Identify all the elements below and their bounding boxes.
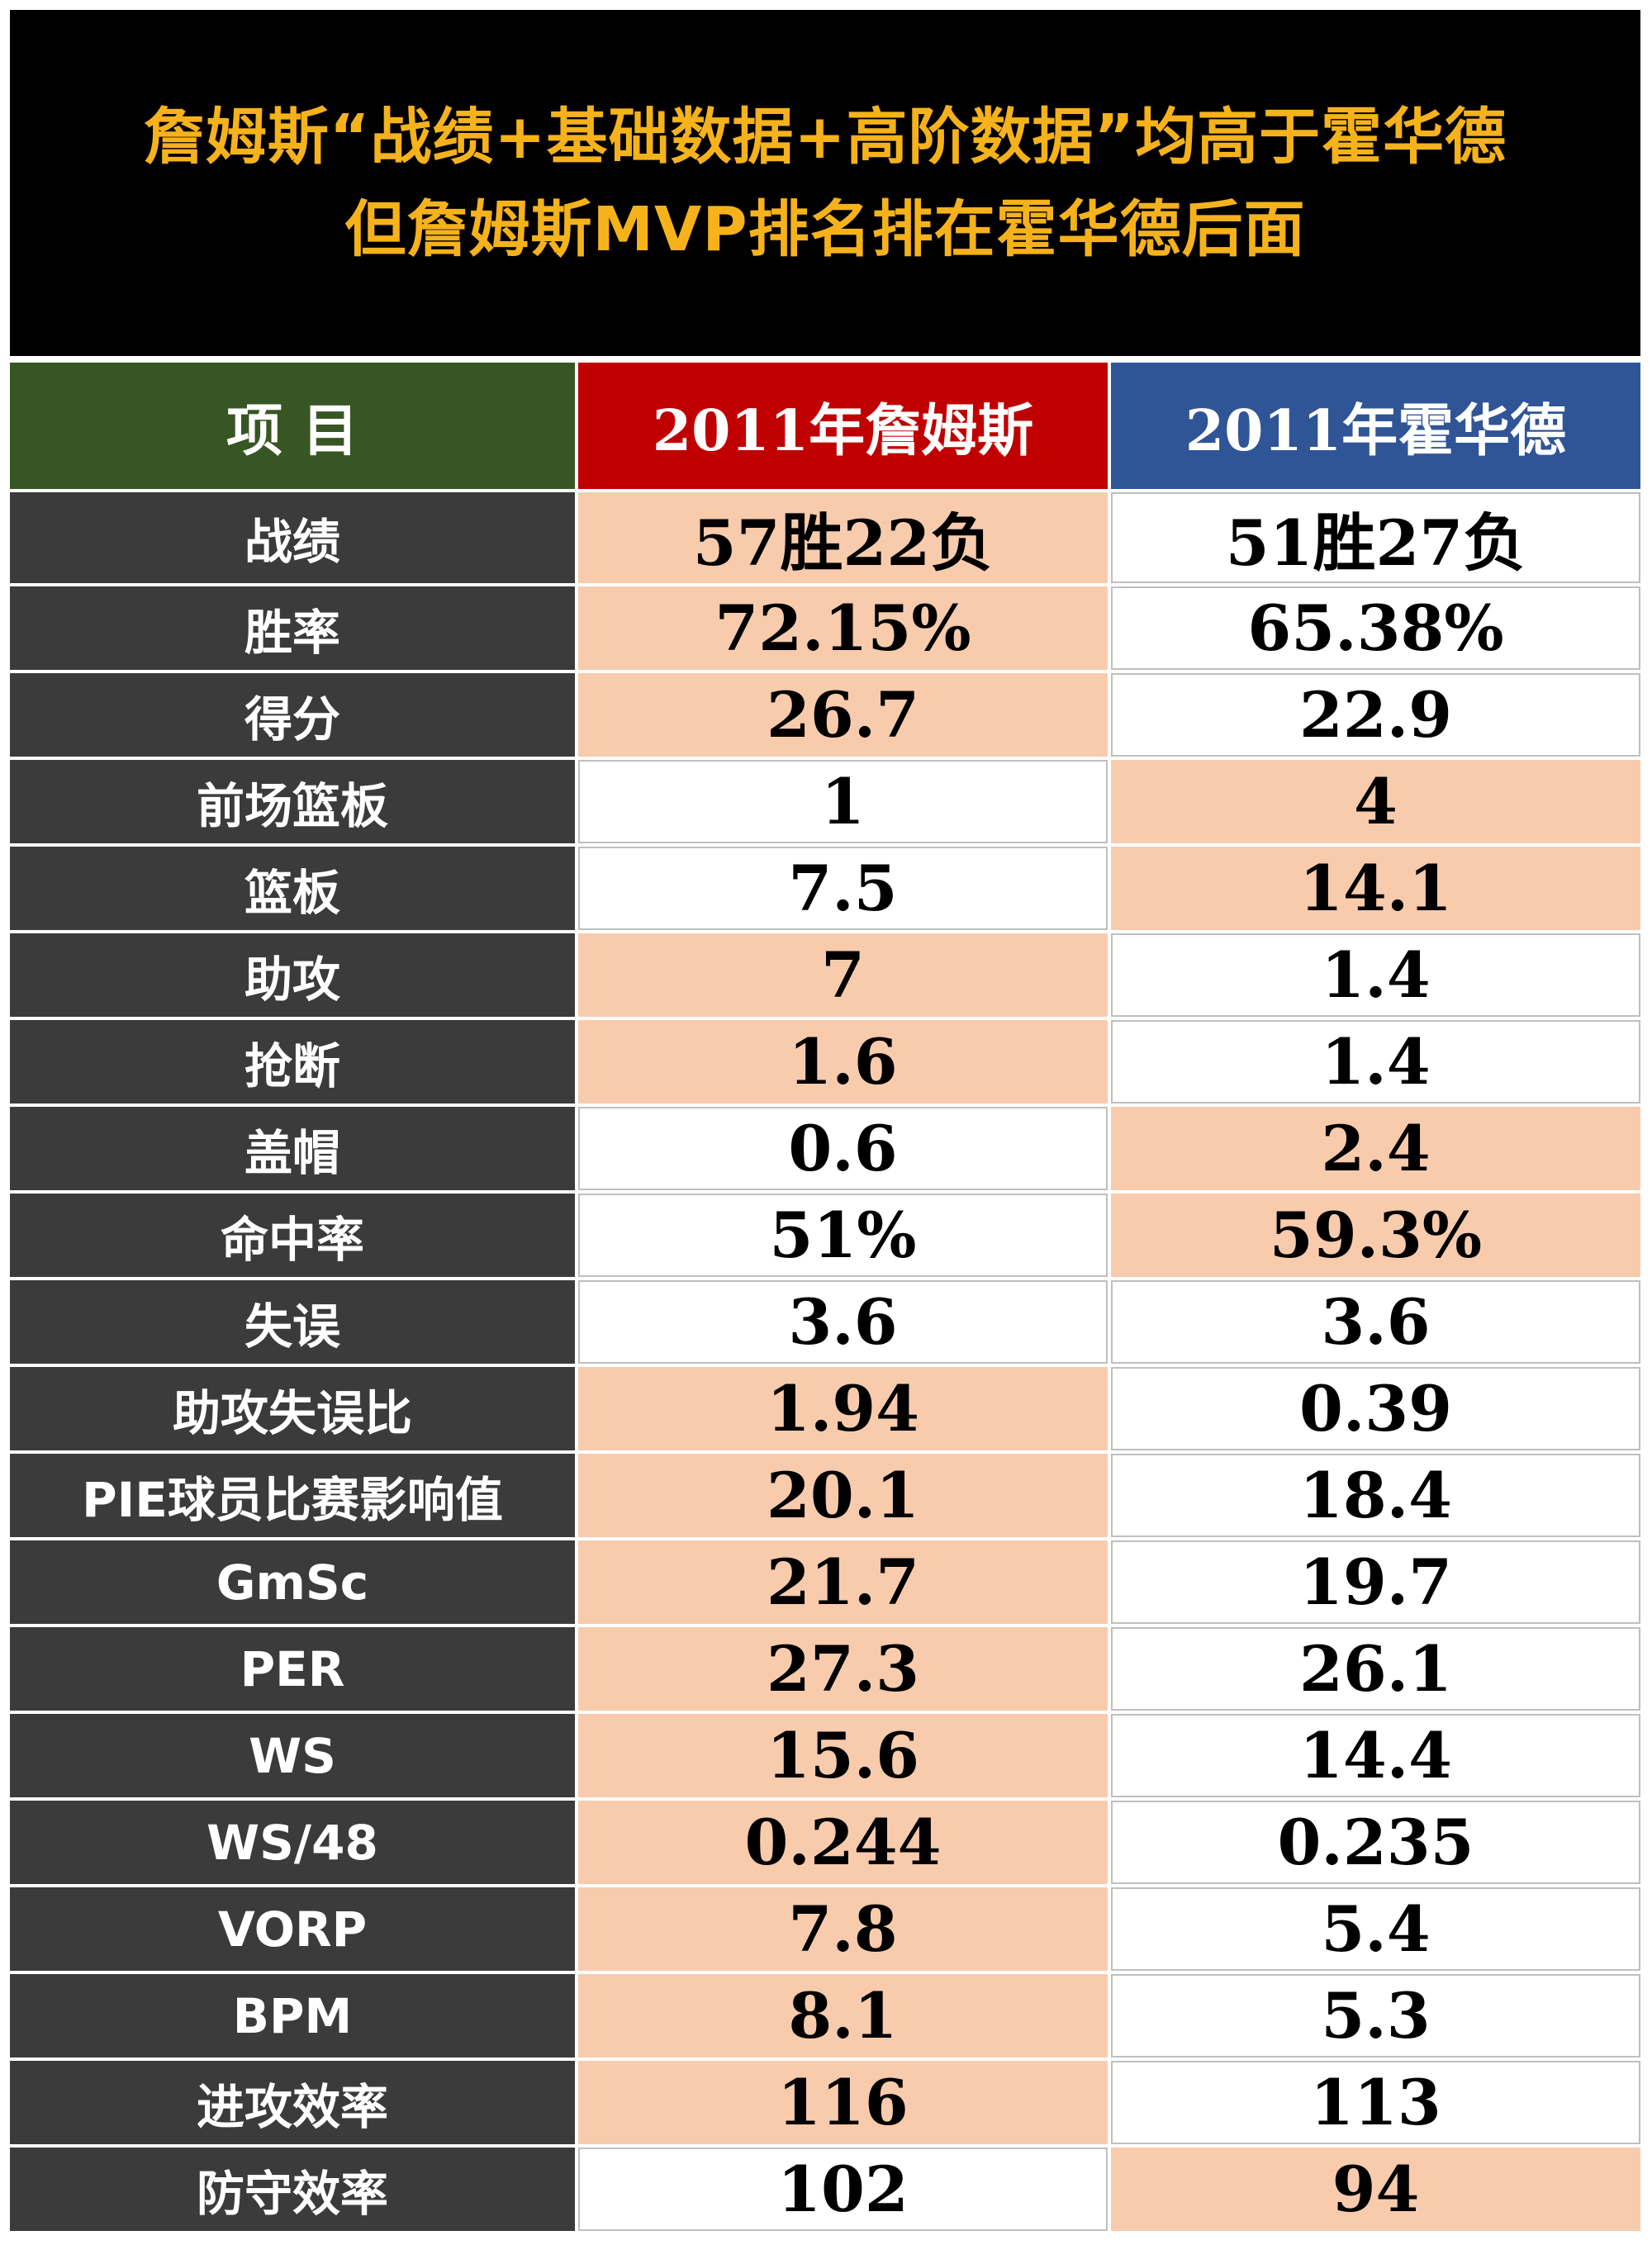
table-row: PIE球员比赛影响值 20.1 18.4 [10,1454,1640,1537]
player2-value: 1.4 [1111,1020,1640,1104]
infographic: 詹姆斯“战绩+基础数据+高阶数据”均高于霍华德 但詹姆斯MVP排名排在霍华德后面… [10,10,1640,2240]
player2-value: 4 [1111,760,1640,843]
player2-value: 51胜27负 [1111,492,1640,583]
player1-value: 1.94 [578,1367,1108,1450]
table-body: 战绩 57胜22负 51胜27负 胜率 72.15% 65.38% 得分 26.7 22.9 前场… [10,492,1640,2231]
table-row: 得分 26.7 22.9 [10,673,1640,757]
player1-value: 3.6 [578,1280,1108,1364]
player1-value: 27.3 [578,1627,1108,1711]
table-row: 助攻失误比 1.94 0.39 [10,1367,1640,1450]
table-row: 助攻 7 1.4 [10,933,1640,1017]
row-label: PER [10,1627,575,1711]
player1-value: 0.244 [578,1801,1108,1884]
header-row: 项 目 2011年詹姆斯 2011年霍华德 [10,363,1640,489]
table-row: 盖帽 0.6 2.4 [10,1107,1640,1190]
player1-value: 72.15% [578,586,1108,670]
player1-value: 102 [578,2148,1108,2231]
table-row: 胜率 72.15% 65.38% [10,586,1640,670]
table-row: WS/48 0.244 0.235 [10,1801,1640,1884]
player1-value: 7.8 [578,1887,1108,1971]
row-label: 得分 [10,673,575,757]
row-label: WS/48 [10,1801,575,1884]
header-player1: 2011年詹姆斯 [578,363,1108,489]
player1-value: 8.1 [578,1974,1108,2058]
row-label: GmSc [10,1540,575,1624]
table-row: WS 15.6 14.4 [10,1714,1640,1797]
row-label: 失误 [10,1280,575,1364]
row-label: 助攻失误比 [10,1367,575,1450]
table-row: 防守效率 102 94 [10,2148,1640,2231]
player1-value: 15.6 [578,1714,1108,1797]
player1-value: 116 [578,2061,1108,2144]
player1-value: 1.6 [578,1020,1108,1104]
player1-value: 21.7 [578,1540,1108,1624]
row-label: 抢断 [10,1020,575,1104]
player2-value: 59.3% [1111,1194,1640,1277]
player2-value: 5.3 [1111,1974,1640,2058]
comparison-table: 项 目 2011年詹姆斯 2011年霍华德 战绩 57胜22负 51胜27负 胜率 72… [7,359,1644,2234]
player2-value: 0.235 [1111,1801,1640,1884]
player1-value: 20.1 [578,1454,1108,1537]
row-label: VORP [10,1887,575,1971]
player2-value: 65.38% [1111,586,1640,670]
player2-value: 3.6 [1111,1280,1640,1364]
title-line-2: 但詹姆斯MVP排名排在霍华德后面 [344,193,1306,265]
player1-value: 26.7 [578,673,1108,757]
player2-value: 26.1 [1111,1627,1640,1711]
player1-value: 57胜22负 [578,492,1108,583]
table-row: 战绩 57胜22负 51胜27负 [10,492,1640,583]
row-label: 命中率 [10,1194,575,1277]
row-label: BPM [10,1974,575,2058]
player2-value: 5.4 [1111,1887,1640,1971]
row-label: 盖帽 [10,1107,575,1190]
table-row: BPM 8.1 5.3 [10,1974,1640,2058]
player2-value: 0.39 [1111,1367,1640,1450]
row-label: 进攻效率 [10,2061,575,2144]
row-label: 前场篮板 [10,760,575,843]
table-row: 命中率 51% 59.3% [10,1194,1640,1277]
table-row: VORP 7.8 5.4 [10,1887,1640,1971]
player2-value: 1.4 [1111,933,1640,1017]
table-row: 前场篮板 1 4 [10,760,1640,843]
player2-value: 14.4 [1111,1714,1640,1797]
table-row: 进攻效率 116 113 [10,2061,1640,2144]
player2-value: 14.1 [1111,847,1640,930]
player1-value: 1 [578,760,1108,843]
player2-value: 18.4 [1111,1454,1640,1537]
table-row: 篮板 7.5 14.1 [10,847,1640,930]
table-row: 失误 3.6 3.6 [10,1280,1640,1364]
player1-value: 7.5 [578,847,1108,930]
row-label: PIE球员比赛影响值 [10,1454,575,1537]
table-row: PER 27.3 26.1 [10,1627,1640,1711]
player1-value: 0.6 [578,1107,1108,1190]
row-label: WS [10,1714,575,1797]
row-label: 篮板 [10,847,575,930]
player2-value: 2.4 [1111,1107,1640,1190]
header-item: 项 目 [10,363,575,489]
player2-value: 22.9 [1111,673,1640,757]
player1-value: 7 [578,933,1108,1017]
row-label: 防守效率 [10,2148,575,2231]
table-row: GmSc 21.7 19.7 [10,1540,1640,1624]
row-label: 战绩 [10,492,575,583]
player1-value: 51% [578,1194,1108,1277]
row-label: 助攻 [10,933,575,1017]
title-line-1: 詹姆斯“战绩+基础数据+高阶数据”均高于霍华德 [143,101,1507,173]
row-label: 胜率 [10,586,575,670]
header-player2: 2011年霍华德 [1111,363,1640,489]
title-banner: 詹姆斯“战绩+基础数据+高阶数据”均高于霍华德 但詹姆斯MVP排名排在霍华德后面 [10,10,1640,356]
player2-value: 94 [1111,2148,1640,2231]
table-row: 抢断 1.6 1.4 [10,1020,1640,1104]
player2-value: 113 [1111,2061,1640,2144]
player2-value: 19.7 [1111,1540,1640,1624]
